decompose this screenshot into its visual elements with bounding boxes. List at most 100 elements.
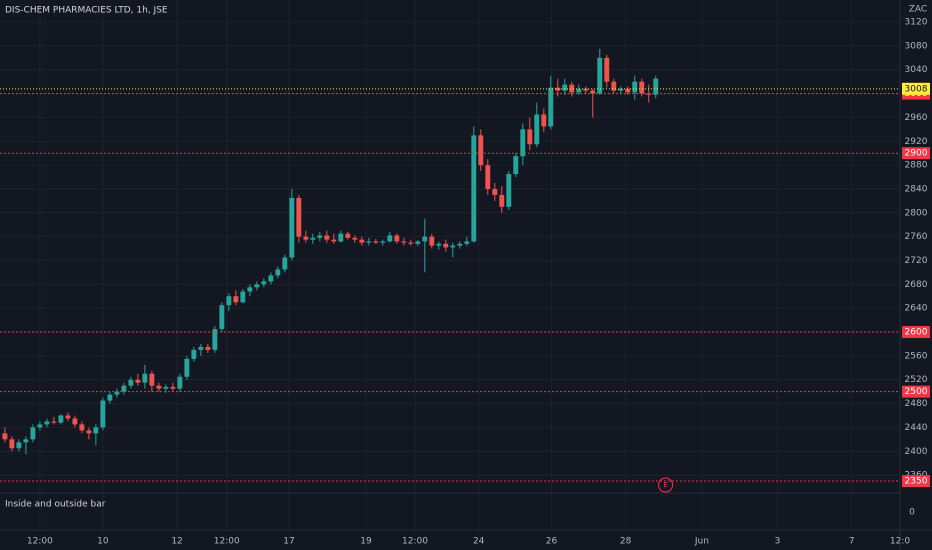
level-label: 2900 — [905, 149, 928, 159]
candle-body — [478, 135, 484, 166]
candle-body — [226, 296, 232, 306]
candle-body — [107, 394, 113, 401]
candle-body — [457, 243, 463, 246]
y-tick-label: 3120 — [905, 18, 928, 28]
candle-body — [261, 281, 267, 285]
candle-body — [247, 287, 253, 292]
candle-body — [254, 284, 260, 288]
candle-body — [303, 236, 309, 240]
last-price-label-bg — [902, 82, 930, 95]
x-tick-label: 10 — [97, 537, 109, 547]
earnings-marker-label: E — [663, 481, 667, 489]
indicator-tick-label: 0 — [909, 508, 915, 518]
y-tick-label: 2640 — [905, 304, 928, 314]
candle-body — [569, 84, 575, 93]
level-label-bg — [902, 385, 930, 398]
candle-body — [520, 129, 526, 157]
candle-body — [275, 269, 281, 276]
candle-body — [625, 88, 631, 93]
candle-body — [492, 188, 498, 195]
candle-body — [534, 114, 540, 145]
y-tick-label: 2920 — [905, 137, 928, 147]
level-label-bg — [902, 147, 930, 160]
candle-body — [576, 88, 582, 93]
y-tick-label: 3080 — [905, 41, 928, 51]
candle-body — [177, 376, 183, 389]
candle-body — [9, 439, 15, 449]
candle-body — [429, 236, 435, 246]
candle-body — [135, 379, 141, 383]
candle-body — [93, 427, 99, 434]
candle-body — [324, 235, 330, 240]
candle-body — [499, 194, 505, 207]
candle-body — [373, 241, 379, 243]
candle-body — [163, 386, 169, 389]
candle-body — [597, 57, 603, 94]
candle-body — [149, 373, 155, 386]
y-tick-label: 2560 — [905, 351, 928, 361]
candle-body — [422, 236, 428, 242]
level-label-bg — [902, 326, 930, 339]
candle-body — [282, 257, 288, 270]
candle-body — [583, 88, 589, 91]
candle-body — [184, 358, 190, 377]
x-tick-label: 28 — [620, 537, 632, 547]
candle-body — [387, 235, 393, 242]
y-tick-label: 2440 — [905, 423, 928, 433]
candle-body — [100, 400, 106, 428]
x-tick-label: 12:00 — [214, 537, 240, 547]
candle-body — [121, 385, 127, 392]
candle-body — [394, 235, 400, 242]
candle-body — [513, 156, 519, 175]
candle-body — [72, 418, 78, 425]
candle-body — [156, 385, 162, 389]
candle-body — [205, 346, 211, 350]
candle-body — [79, 424, 85, 431]
unit-label: ZAC — [909, 5, 927, 15]
chart-title: DIS-CHEM PHARMACIES LTD, 1h, JSE — [5, 6, 168, 16]
candle-body — [338, 233, 344, 242]
x-tick-label: 19 — [360, 537, 372, 547]
x-tick-label: 17 — [283, 537, 294, 547]
y-tick-label: 2880 — [905, 161, 928, 171]
y-tick-label: 2680 — [905, 280, 928, 290]
candle-body — [415, 241, 421, 244]
candle-body — [170, 386, 176, 389]
y-tick-label: 2520 — [905, 375, 928, 385]
candle-body — [541, 114, 547, 127]
candle-body — [296, 197, 302, 237]
candle-body — [233, 296, 239, 303]
candle-body — [611, 81, 617, 91]
candle-body — [191, 349, 197, 359]
candle-body — [345, 233, 351, 238]
candle-body — [30, 427, 36, 440]
candle-body — [471, 135, 477, 242]
y-tick-label: 2960 — [905, 113, 928, 123]
candle-body — [443, 243, 449, 248]
candle-body — [198, 346, 204, 350]
candle-body — [632, 81, 638, 93]
candle-body — [359, 239, 365, 243]
candle-body — [65, 415, 71, 419]
candle-body — [16, 442, 22, 449]
candle-body — [212, 329, 218, 350]
y-tick-label: 2760 — [905, 232, 928, 242]
x-tick-label: 12:00 — [27, 537, 53, 547]
candle-body — [51, 421, 57, 423]
level-label: 2500 — [905, 387, 928, 397]
x-tick-label: 26 — [546, 537, 558, 547]
candle-body — [506, 174, 512, 207]
candle-body — [37, 424, 43, 428]
candle-body — [646, 93, 652, 95]
y-tick-label: 2720 — [905, 256, 928, 266]
candle-body — [268, 275, 274, 282]
candle-body — [352, 237, 358, 240]
candle-body — [142, 373, 148, 383]
candle-body — [58, 415, 64, 423]
level-label: 2350 — [905, 477, 928, 487]
x-tick-label: 7 — [849, 537, 855, 547]
candle-body — [2, 433, 8, 440]
candle-body — [604, 57, 610, 82]
